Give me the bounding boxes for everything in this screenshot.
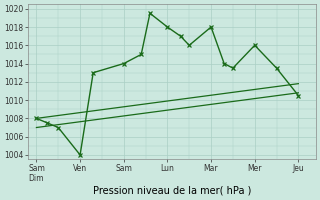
X-axis label: Pression niveau de la mer( hPa ): Pression niveau de la mer( hPa ) (92, 186, 251, 196)
